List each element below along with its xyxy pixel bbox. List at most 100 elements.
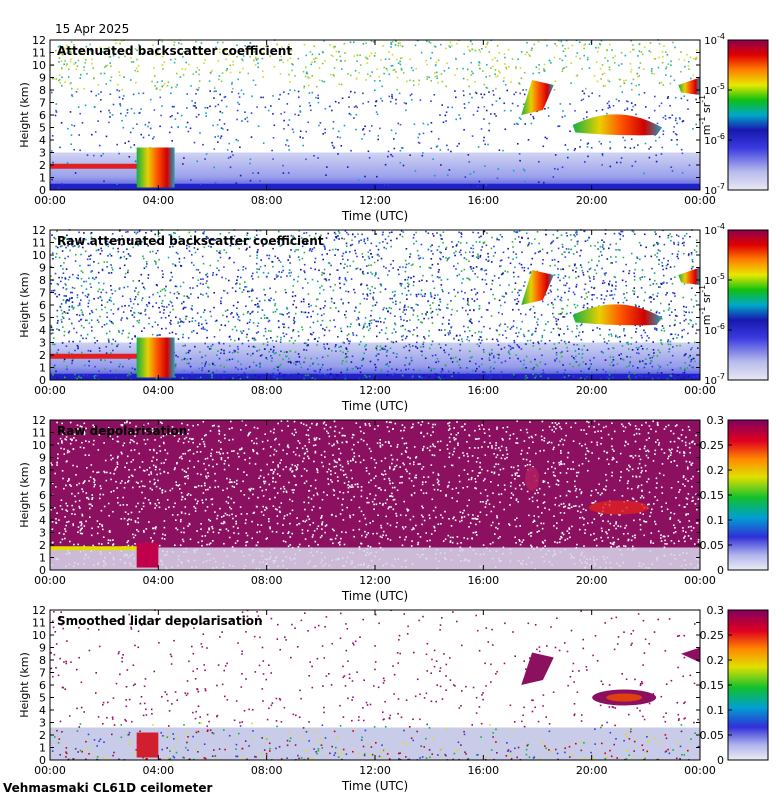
noise-pixel: [536, 546, 538, 549]
noise-pixel: [316, 313, 319, 315]
noise-pixel: [428, 375, 431, 378]
noise-pixel: [366, 295, 369, 297]
noise-pixel: [591, 259, 593, 261]
noise-pixel: [618, 354, 620, 356]
noise-pixel: [625, 524, 628, 527]
noise-pixel: [422, 132, 425, 135]
noise-pixel: [359, 54, 361, 56]
noise-pixel: [596, 80, 599, 83]
noise-pixel: [138, 44, 140, 46]
noise-pixel: [290, 234, 293, 237]
noise-pixel: [133, 231, 136, 234]
noise-pixel: [492, 355, 495, 357]
noise-pixel: [497, 168, 500, 170]
noise-pixel: [437, 59, 440, 62]
noise-pixel: [161, 300, 164, 302]
noise-pixel: [673, 241, 675, 244]
noise-pixel: [630, 39, 632, 42]
noise-pixel: [580, 377, 582, 379]
noise-pixel: [427, 123, 429, 126]
noise-pixel: [131, 367, 134, 369]
noise-pixel: [81, 514, 84, 517]
noise-pixel: [638, 305, 640, 308]
noise-pixel: [307, 374, 309, 377]
noise-pixel: [307, 339, 310, 341]
noise-pixel: [658, 82, 661, 84]
noise-pixel: [145, 261, 148, 263]
noise-pixel: [80, 52, 83, 55]
noise-pixel: [693, 305, 695, 308]
noise-pixel: [50, 275, 52, 277]
noise-pixel: [643, 329, 645, 332]
noise-pixel: [337, 235, 339, 237]
noise-pixel: [449, 41, 452, 44]
noise-pixel: [690, 358, 693, 361]
noise-pixel: [427, 317, 430, 320]
noise-pixel: [253, 50, 256, 53]
noise-pixel: [321, 364, 324, 366]
noise-pixel: [77, 277, 79, 280]
noise-pixel: [65, 284, 67, 286]
noise-pixel: [65, 302, 67, 304]
noise-pixel: [205, 274, 207, 276]
noise-pixel: [248, 296, 251, 298]
noise-pixel: [310, 304, 313, 307]
noise-pixel: [652, 293, 654, 296]
noise-pixel: [437, 474, 440, 476]
noise-pixel: [601, 109, 604, 111]
noise-pixel: [70, 237, 73, 240]
noise-pixel: [123, 95, 125, 97]
noise-pixel: [163, 288, 166, 290]
noise-pixel: [370, 309, 373, 312]
noise-pixel: [469, 321, 472, 323]
noise-pixel: [161, 80, 163, 82]
noise-pixel: [186, 247, 188, 250]
noise-pixel: [641, 53, 644, 56]
noise-pixel: [557, 260, 560, 263]
noise-pixel: [404, 313, 407, 315]
noise-pixel: [105, 65, 107, 67]
noise-pixel: [307, 311, 310, 314]
noise-pixel: [301, 328, 304, 331]
noise-pixel: [97, 374, 99, 377]
noise-pixel: [468, 49, 470, 51]
noise-pixel: [667, 63, 670, 65]
noise-pixel: [601, 153, 604, 155]
noise-pixel: [293, 321, 296, 323]
noise-pixel: [667, 96, 669, 98]
noise-pixel: [272, 311, 275, 313]
noise-pixel: [628, 365, 630, 367]
noise-pixel: [55, 111, 58, 113]
noise-pixel: [452, 371, 455, 374]
noise-pixel: [418, 142, 421, 144]
noise-pixel: [106, 240, 108, 243]
noise-pixel: [307, 368, 309, 371]
noise-pixel: [568, 248, 570, 250]
noise-pixel: [488, 357, 490, 359]
noise-pixel: [218, 119, 221, 121]
noise-pixel: [542, 369, 544, 372]
noise-pixel: [471, 356, 473, 358]
noise-pixel: [630, 102, 633, 104]
noise-pixel: [203, 62, 205, 64]
noise-pixel: [357, 367, 359, 370]
noise-pixel: [106, 266, 108, 268]
noise-pixel: [347, 259, 349, 261]
noise-pixel: [410, 356, 413, 359]
noise-pixel: [182, 321, 185, 324]
noise-pixel: [337, 153, 339, 155]
noise-pixel: [420, 293, 422, 296]
noise-pixel: [98, 370, 100, 372]
noise-pixel: [523, 103, 525, 105]
noise-pixel: [486, 495, 489, 497]
noise-pixel: [591, 298, 593, 301]
noise-pixel: [687, 375, 690, 378]
noise-pixel: [99, 253, 102, 255]
noise-pixel: [260, 96, 262, 99]
noise-pixel: [624, 54, 627, 57]
noise-pixel: [237, 374, 240, 377]
noise-pixel: [444, 351, 446, 354]
noise-pixel: [468, 161, 471, 163]
noise-pixel: [466, 277, 469, 280]
noise-pixel: [209, 310, 212, 313]
